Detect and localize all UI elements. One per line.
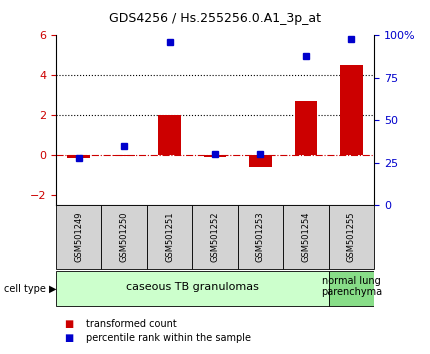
FancyBboxPatch shape [283,205,329,269]
Text: transformed count: transformed count [86,319,177,329]
Bar [340,65,363,155]
FancyBboxPatch shape [238,205,283,269]
Text: normal lung
parenchyma: normal lung parenchyma [321,276,382,297]
Bar [295,101,317,155]
Text: caseous TB granulomas: caseous TB granulomas [126,281,259,292]
FancyBboxPatch shape [56,205,101,269]
Text: GSM501250: GSM501250 [120,212,129,262]
FancyBboxPatch shape [329,271,374,306]
Text: GSM501249: GSM501249 [74,212,83,262]
FancyBboxPatch shape [56,271,329,306]
Text: ■: ■ [64,333,74,343]
Bar [204,155,226,157]
Text: ■: ■ [64,319,74,329]
Bar [67,155,90,158]
Text: cell type ▶: cell type ▶ [4,284,57,293]
FancyBboxPatch shape [101,205,147,269]
Bar [158,115,181,155]
FancyBboxPatch shape [192,205,238,269]
Text: percentile rank within the sample: percentile rank within the sample [86,333,251,343]
Text: GDS4256 / Hs.255256.0.A1_3p_at: GDS4256 / Hs.255256.0.A1_3p_at [109,12,321,25]
Text: GSM501255: GSM501255 [347,212,356,262]
FancyBboxPatch shape [147,205,192,269]
Text: GSM501254: GSM501254 [301,212,310,262]
Text: GSM501251: GSM501251 [165,212,174,262]
Text: GSM501253: GSM501253 [256,212,265,263]
Text: GSM501252: GSM501252 [211,212,219,262]
Bar [249,155,272,167]
Bar [113,155,135,156]
FancyBboxPatch shape [329,205,374,269]
